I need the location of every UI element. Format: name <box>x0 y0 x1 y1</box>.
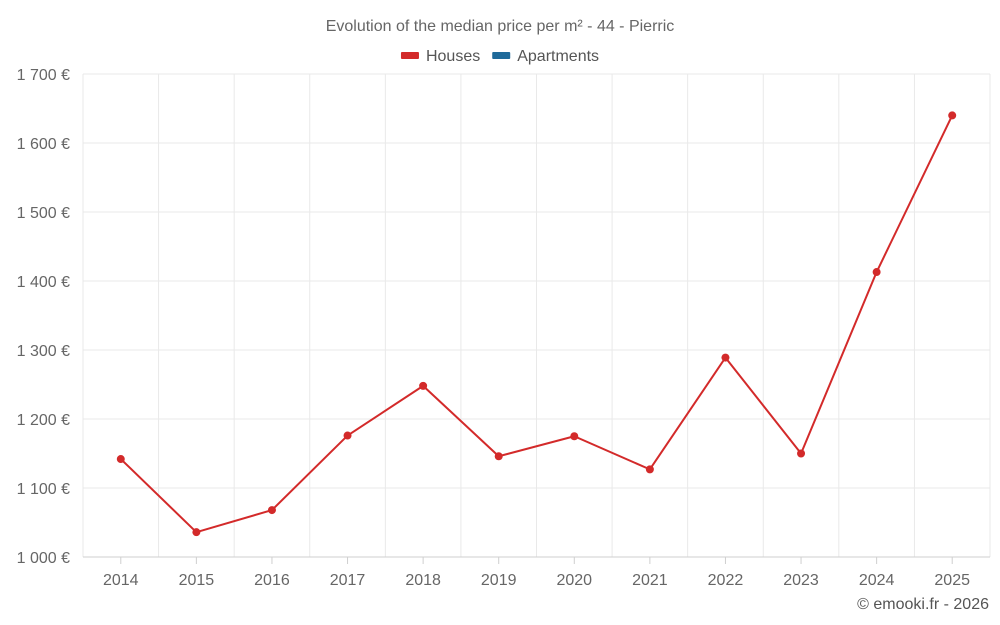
credit-text: © emooki.fr - 2026 <box>857 596 989 613</box>
grid <box>82 73 991 557</box>
x-tick-label: 2024 <box>859 572 895 589</box>
x-tick-label: 2022 <box>708 572 744 589</box>
x-tick-label: 2023 <box>783 572 819 589</box>
legend-item-houses[interactable]: Houses <box>400 48 480 65</box>
data-point-houses-2019[interactable] <box>494 452 503 461</box>
x-tick-label: 2016 <box>254 572 290 589</box>
data-point-houses-2014[interactable] <box>116 455 125 464</box>
x-tick-label: 2021 <box>632 572 668 589</box>
series-layer <box>116 111 957 537</box>
data-point-houses-2021[interactable] <box>645 465 654 474</box>
data-point-houses-2025[interactable] <box>948 111 957 120</box>
x-tick-label: 2015 <box>179 572 215 589</box>
data-point-houses-2016[interactable] <box>267 506 276 515</box>
data-point-houses-2015[interactable] <box>192 528 201 537</box>
data-point-houses-2024[interactable] <box>872 268 881 277</box>
x-tick-label: 2017 <box>330 572 366 589</box>
legend-swatch-apartments <box>492 52 511 59</box>
data-point-houses-2017[interactable] <box>343 431 352 440</box>
x-tick-label: 2018 <box>405 572 441 589</box>
y-tick-label: 1 500 € <box>17 205 70 222</box>
y-tick-label: 1 400 € <box>17 274 70 291</box>
y-tick-label: 1 300 € <box>17 343 70 360</box>
x-tick-label: 2025 <box>934 572 970 589</box>
x-tick-label: 2019 <box>481 572 517 589</box>
y-tick-label: 1 100 € <box>17 481 70 498</box>
x-tick-label: 2020 <box>556 572 592 589</box>
y-tick-label: 1 700 € <box>17 67 70 84</box>
y-tick-label: 1 000 € <box>17 550 70 567</box>
series-line-houses <box>120 114 954 534</box>
data-point-houses-2022[interactable] <box>721 353 730 362</box>
axes: 1 000 € 1 100 € 1 200 € 1 300 € 1 400 € 1 500… <box>17 67 990 589</box>
legend-swatch-houses <box>400 52 419 59</box>
data-point-houses-2018[interactable] <box>419 381 428 390</box>
x-tick-label: 2014 <box>103 572 139 589</box>
data-point-houses-2020[interactable] <box>570 432 579 441</box>
data-point-houses-2023[interactable] <box>797 449 806 458</box>
legend-label-apartments: Apartments <box>517 48 599 65</box>
legend-item-apartments[interactable]: Apartments <box>492 48 599 65</box>
legend-label-houses: Houses <box>426 48 480 65</box>
chart-title: Evolution of the median price per m² - 4… <box>326 18 675 35</box>
y-tick-label: 1 200 € <box>17 412 70 429</box>
y-tick-label: 1 600 € <box>17 136 70 153</box>
legend: Houses Apartments <box>400 48 599 65</box>
